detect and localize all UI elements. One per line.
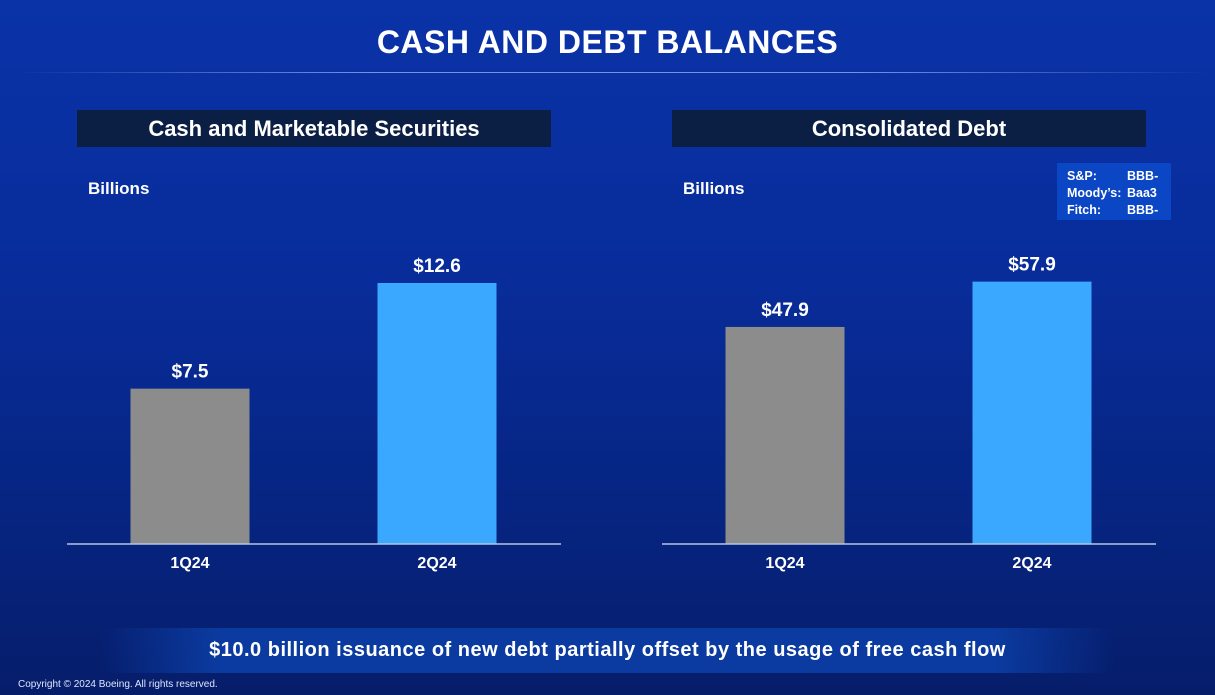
rating-row-moodys: Moody’s: Baa3 xyxy=(1067,185,1171,202)
rating-value: BBB- xyxy=(1127,169,1159,183)
debt-unit-label: Billions xyxy=(683,179,745,198)
credit-ratings-box: S&P: BBB- Moody’s: Baa3 Fitch: BBB- xyxy=(1057,163,1171,220)
debt-bar-chart: $47.9 1Q24 $57.9 2Q24 xyxy=(662,255,1156,572)
debt-panel-title: Consolidated Debt xyxy=(672,110,1146,147)
rating-row-sp: S&P: BBB- xyxy=(1067,168,1171,185)
summary-banner: $10.0 billion issuance of new debt parti… xyxy=(100,628,1115,673)
x-tick-label: 2Q24 xyxy=(417,555,456,572)
bar-1q24 xyxy=(725,326,845,544)
data-label-2q24: $12.6 xyxy=(413,256,461,277)
cash-unit-label: Billions xyxy=(88,179,150,198)
bar-2q24 xyxy=(972,281,1092,544)
cash-bar-chart: $7.5 1Q24 $12.6 2Q24 xyxy=(67,256,561,572)
copyright-text: Copyright © 2024 Boeing. All rights rese… xyxy=(18,679,218,690)
data-label-1q24: $47.9 xyxy=(761,300,809,321)
rating-agency: S&P: xyxy=(1067,169,1097,183)
bar-2q24 xyxy=(377,283,497,544)
rating-value: Baa3 xyxy=(1127,186,1157,200)
rating-row-fitch: Fitch: BBB- xyxy=(1067,202,1171,219)
x-tick-label: 2Q24 xyxy=(1012,555,1051,572)
rating-agency: Moody’s: xyxy=(1067,186,1122,200)
cash-panel-title: Cash and Marketable Securities xyxy=(77,110,551,147)
x-tick-label: 1Q24 xyxy=(765,555,804,572)
data-label-1q24: $7.5 xyxy=(172,362,209,383)
cash-panel: Cash and Marketable Securities Billions … xyxy=(65,0,565,600)
bar-1q24 xyxy=(130,388,250,544)
slide-title: CASH AND DEBT BALANCES xyxy=(376,24,839,60)
title-divider xyxy=(15,72,1210,73)
x-tick-label: 1Q24 xyxy=(170,555,209,572)
rating-value: BBB- xyxy=(1127,203,1159,217)
rating-agency: Fitch: xyxy=(1067,203,1102,217)
debt-panel: Consolidated Debt Billions $47.9 1Q24 $57.… xyxy=(660,0,1160,600)
data-label-2q24: $57.9 xyxy=(1008,255,1056,276)
